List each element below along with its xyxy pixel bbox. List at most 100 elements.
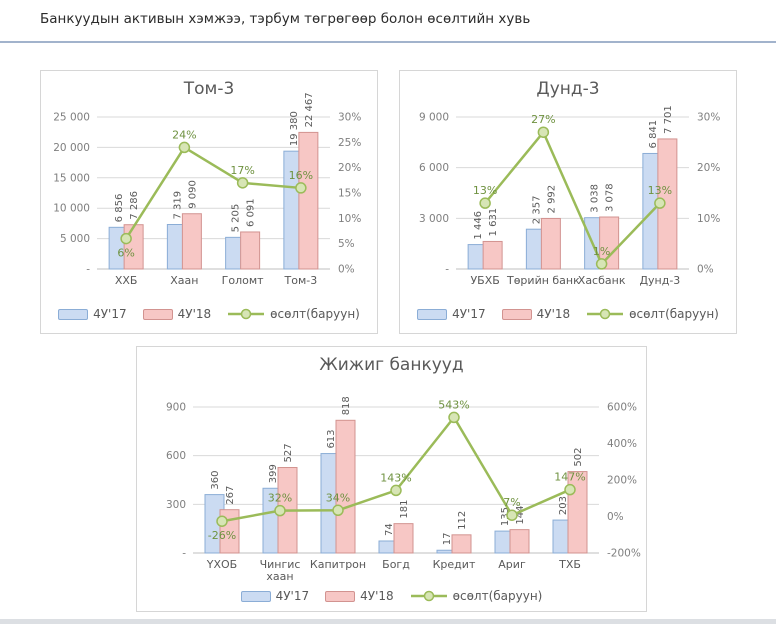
left-axis-tick: 20 000 [53, 142, 90, 154]
legend-swatch-4u18 [142, 308, 173, 320]
bar-4У'18 [599, 216, 620, 270]
bar-4У'18 [298, 131, 319, 270]
growth-value-label: 27% [531, 113, 555, 126]
growth-marker [295, 182, 307, 194]
chart-legend: 4У'17 4У'18 өсөлт(баруун) [417, 301, 719, 327]
category-label: хаан [266, 570, 293, 583]
category-label: Кредит [433, 558, 476, 571]
bar-value-label: 181 [399, 500, 410, 519]
right-axis-tick: 0% [338, 264, 355, 276]
right-axis-tick: 15% [338, 188, 361, 200]
growth-value-label: 543% [438, 398, 469, 411]
legend-item-4u17: 4У'17 [240, 589, 310, 603]
chart-canvas-small-banks: - 300 600 900 -200% 0% 200% 400% 600% ҮХОБ 360 267 Ч… [166, 396, 641, 583]
right-axis-tick: 20% [697, 162, 720, 174]
category-label: Төрийн банк [506, 274, 580, 287]
bar-value-label: 6 091 [246, 198, 257, 227]
bar-value-label: 17 [442, 533, 453, 546]
bar-value-label: 502 [573, 447, 584, 466]
bar-value-label: 1 631 [488, 208, 499, 237]
legend-label: 4У'17 [452, 307, 486, 321]
bar-value-label: 6 841 [648, 120, 659, 149]
page-title: Банкуудын активын хэмжээ, тэрбум төгрөгө… [40, 11, 531, 27]
left-axis-tick: 900 [166, 402, 186, 414]
right-axis-tick: 600% [607, 402, 637, 414]
chart-panel-small-banks: Жижиг банкууд - 300 600 900 -200% 0% 200% 400% 6… [136, 346, 647, 612]
left-axis-tick: - [182, 548, 186, 560]
legend-label: 4У'17 [93, 307, 127, 321]
growth-value-label: 17% [230, 164, 254, 177]
left-axis-tick: - [86, 264, 90, 276]
bar-value-label: 135 [500, 507, 511, 526]
legend-item-growth: өсөлт(баруун) [227, 307, 360, 321]
right-axis-tick: 200% [607, 475, 637, 487]
category-label: Хаан [170, 274, 198, 287]
bar-value-label: 9 090 [187, 180, 198, 209]
growth-marker [654, 197, 666, 209]
chart-canvas-dund3: - 3 000 6 000 9 000 0% 10% 20% 30% УБХБ 1 446 1 63… [419, 105, 720, 287]
left-axis-tick: 3 000 [419, 213, 449, 225]
right-axis-tick: 0% [697, 264, 714, 276]
growth-value-label: 34% [326, 491, 350, 504]
legend-label: 4У'17 [275, 589, 310, 603]
left-axis-tick: 5 000 [60, 233, 90, 245]
category-label: УБХБ [470, 274, 499, 287]
right-axis-tick: 25% [338, 137, 361, 149]
legend-item-4u17: 4У'17 [58, 307, 127, 321]
bar-value-label: 1 446 [473, 211, 484, 240]
growth-marker [564, 483, 576, 496]
bar-value-label: 7 319 [172, 191, 183, 220]
growth-value-label: 143% [380, 471, 411, 484]
legend-swatch-4u17 [240, 590, 271, 602]
bar-4У'18 [482, 240, 503, 270]
bar-value-label: 613 [326, 429, 337, 448]
bar-value-label: 203 [558, 496, 569, 515]
left-axis-tick: 25 000 [53, 112, 90, 124]
legend-item-4u18: 4У'18 [325, 589, 394, 603]
bar-value-label: 399 [268, 464, 279, 483]
bar-value-label: 144 [515, 506, 526, 525]
growth-marker [178, 141, 191, 154]
bar-value-label: 19 380 [289, 111, 300, 146]
category-label: Том-3 [284, 274, 318, 287]
legend-line-marker-icon [587, 308, 624, 320]
growth-marker [448, 411, 460, 424]
legend-item-4u17: 4У'17 [417, 307, 486, 321]
growth-marker [120, 232, 132, 245]
category-label: Хасбанк [578, 274, 626, 287]
bar-4У'18 [509, 529, 530, 554]
legend-item-4u18: 4У'18 [501, 307, 570, 321]
category-label: Дунд-3 [639, 274, 680, 287]
chart-canvas-tom3: - 5 000 10 000 15 000 20 000 25 000 0% 5% 10% 15%… [53, 92, 361, 287]
bar-value-label: 74 [384, 523, 395, 536]
window-bottom-edge [0, 619, 776, 624]
bar-4У'18 [181, 213, 202, 270]
bar-value-label: 7 286 [129, 191, 140, 220]
left-axis-tick: 10 000 [53, 203, 90, 215]
bar-value-label: 6 856 [114, 194, 125, 223]
growth-value-label: 13% [473, 184, 497, 197]
category-label: Ариг [498, 558, 526, 571]
category-label: ХХБ [115, 274, 138, 287]
category-label: ҮХОБ [206, 558, 237, 571]
legend-label: 4У'18 [360, 589, 394, 603]
left-axis-tick: 600 [166, 450, 186, 462]
legend-label: өсөлт(баруун) [270, 307, 360, 321]
chart-legend: 4У'17 4У'18 өсөлт(баруун) [58, 301, 360, 327]
bar-value-label: 7 701 [663, 105, 674, 134]
right-axis-tick: -200% [607, 548, 641, 560]
right-axis-tick: 10% [697, 213, 720, 225]
header-divider [0, 41, 776, 43]
bar-4У'18 [240, 231, 261, 270]
growth-marker [506, 509, 518, 521]
growth-value-label: 1% [593, 245, 610, 258]
right-axis-tick: 30% [697, 112, 720, 124]
legend-label: өсөлт(баруун) [629, 307, 719, 321]
growth-value-label: 24% [172, 128, 196, 141]
bar-value-label: 5 205 [231, 204, 242, 233]
growth-line [125, 146, 301, 240]
right-axis-tick: 400% [607, 438, 637, 450]
legend-swatch-4u18 [501, 308, 532, 320]
legend-item-4u18: 4У'18 [142, 307, 211, 321]
growth-marker [390, 484, 402, 497]
